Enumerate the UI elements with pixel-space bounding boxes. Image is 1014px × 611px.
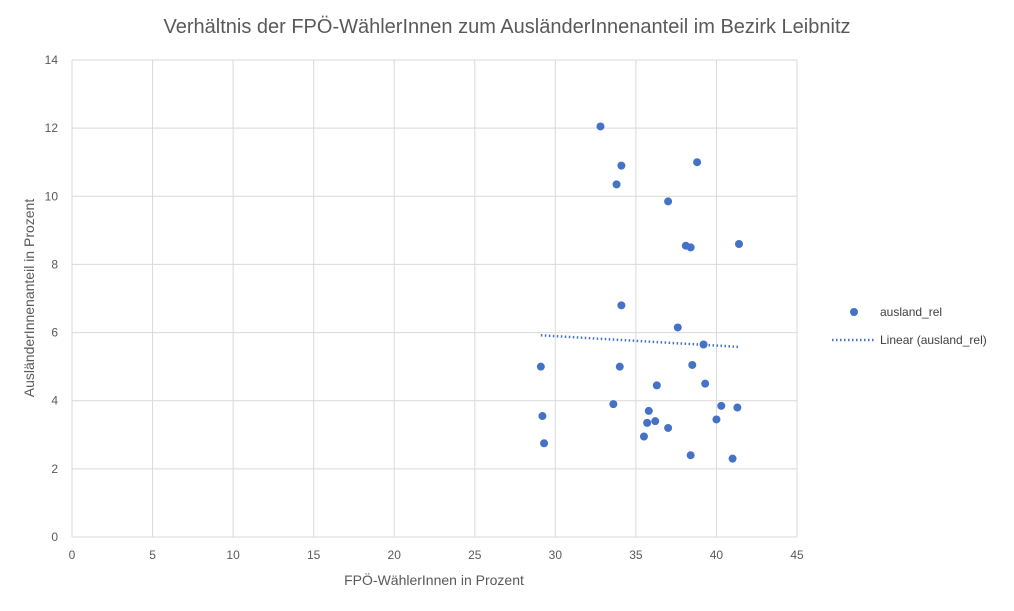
data-point <box>652 381 661 390</box>
data-point <box>644 406 653 415</box>
x-axis-ticks: 0 5 10 15 20 25 30 35 40 45 <box>69 548 804 562</box>
data-point <box>651 417 660 426</box>
y-tick-label: 10 <box>45 189 59 203</box>
data-point <box>701 379 710 388</box>
y-tick-label: 0 <box>51 530 58 544</box>
x-tick-label: 5 <box>149 548 156 562</box>
y-tick-label: 6 <box>51 326 58 340</box>
data-point <box>699 340 708 349</box>
data-point <box>540 439 549 448</box>
data-point <box>664 423 673 432</box>
grid-lines <box>71 59 798 538</box>
x-tick-label: 30 <box>549 548 563 562</box>
y-tick-label: 8 <box>51 257 58 271</box>
data-point <box>615 362 624 371</box>
x-axis-title: FPÖ-WählerInnen in Prozent <box>344 571 524 588</box>
data-point <box>617 161 626 170</box>
x-tick-label: 10 <box>226 548 240 562</box>
legend-marker-ausland-rel <box>850 308 858 316</box>
trendline <box>540 334 740 349</box>
data-point <box>664 197 673 206</box>
data-point <box>596 122 605 131</box>
data-point <box>688 360 697 369</box>
x-tick-label: 40 <box>710 548 724 562</box>
y-tick-label: 12 <box>45 121 59 135</box>
x-tick-label: 0 <box>69 548 76 562</box>
data-point <box>536 362 545 371</box>
data-point <box>735 239 743 248</box>
data-point <box>612 180 621 189</box>
data-point <box>693 158 702 167</box>
trendline-group <box>540 334 740 349</box>
data-point <box>733 403 742 412</box>
data-point <box>686 243 695 252</box>
data-point <box>617 301 626 310</box>
data-point <box>643 418 652 427</box>
data-point <box>728 454 737 463</box>
y-axis-title: AusländerInnenanteil in Prozent <box>21 199 37 398</box>
y-tick-label: 14 <box>45 53 59 67</box>
data-points <box>536 122 743 463</box>
x-tick-label: 35 <box>629 548 643 562</box>
data-point <box>686 451 695 460</box>
x-tick-label: 20 <box>388 548 402 562</box>
y-tick-label: 2 <box>51 462 58 476</box>
y-tick-label: 4 <box>51 394 58 408</box>
data-point <box>639 432 648 441</box>
x-tick-label: 15 <box>307 548 321 562</box>
legend-label-trendline: Linear (ausland_rel) <box>880 333 987 347</box>
legend: ausland_rel Linear (ausland_rel) <box>832 305 987 347</box>
data-point <box>609 400 618 409</box>
x-tick-label: 45 <box>790 548 804 562</box>
data-point <box>673 323 682 332</box>
legend-label-ausland-rel: ausland_rel <box>880 305 942 319</box>
x-tick-label: 25 <box>468 548 482 562</box>
chart-title: Verhältnis der FPÖ-WählerInnen zum Auslä… <box>163 16 850 38</box>
data-point <box>538 412 547 421</box>
y-axis-ticks: 0 2 4 6 8 10 12 14 <box>45 53 59 544</box>
data-point <box>717 401 726 410</box>
data-point <box>712 415 721 424</box>
